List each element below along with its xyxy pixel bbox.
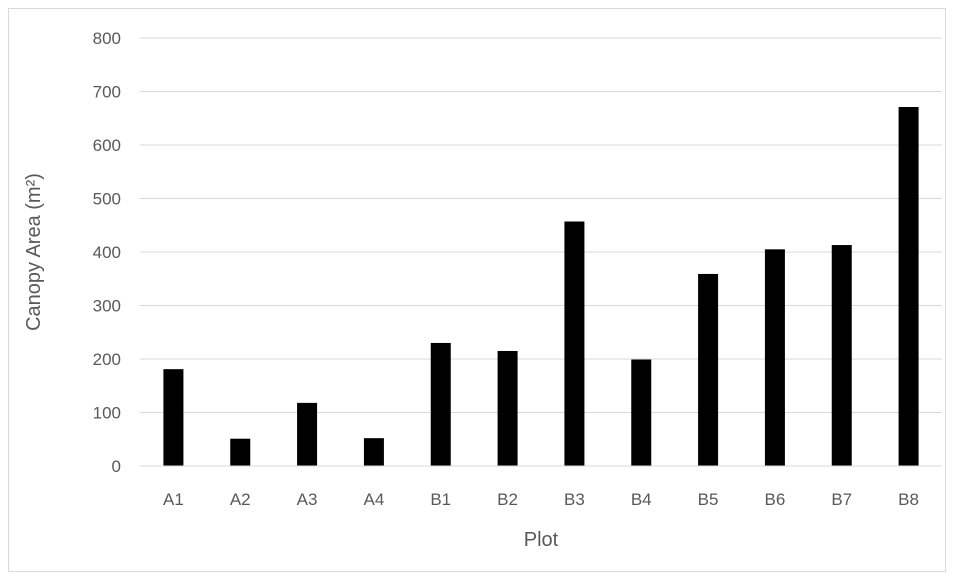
bar-a2 <box>230 438 251 466</box>
bar-b1 <box>430 342 451 466</box>
x-tick-label: A4 <box>364 490 385 509</box>
x-tick-label: B7 <box>831 490 852 509</box>
y-tick-label: 400 <box>93 243 121 262</box>
x-tick-label: B3 <box>564 490 585 509</box>
y-tick-label: 100 <box>93 404 121 423</box>
bars <box>163 107 919 466</box>
x-tick-label: A2 <box>230 490 251 509</box>
x-axis-title: Plot <box>524 529 559 551</box>
x-tick-labels: A1 A2 A3 A4 B1 B2 B3 B4 B5 B6 B7 B8 <box>163 490 919 509</box>
y-tick-label: 600 <box>93 136 121 155</box>
x-tick-label: B5 <box>698 490 719 509</box>
bar-b8 <box>898 107 919 466</box>
gridlines <box>140 37 942 413</box>
bar-a3 <box>297 402 318 466</box>
bar-b5 <box>698 273 719 466</box>
y-tick-label: 0 <box>112 457 121 476</box>
y-tick-label: 200 <box>93 350 121 369</box>
x-tick-label: B6 <box>765 490 786 509</box>
bar-b4 <box>631 359 652 466</box>
x-tick-label: A1 <box>163 490 184 509</box>
x-tick-label: B2 <box>497 490 518 509</box>
y-axis-title: Canopy Area (m²) <box>23 173 45 331</box>
bar-b6 <box>764 249 785 466</box>
x-tick-label: B8 <box>898 490 919 509</box>
y-tick-labels: 0 100 200 300 400 500 600 700 800 <box>93 29 121 476</box>
chart-frame <box>8 8 946 572</box>
bar-b7 <box>831 245 852 466</box>
y-tick-label: 500 <box>93 190 121 209</box>
bar-a1 <box>163 369 184 466</box>
bar-b3 <box>564 221 585 466</box>
bar-b2 <box>497 350 518 466</box>
x-tick-label: A3 <box>297 490 318 509</box>
y-tick-label: 800 <box>93 29 121 48</box>
y-tick-label: 700 <box>93 83 121 102</box>
y-tick-label: 300 <box>93 297 121 316</box>
bar-a4 <box>363 438 384 466</box>
x-tick-label: B1 <box>430 490 451 509</box>
x-tick-label: B4 <box>631 490 652 509</box>
